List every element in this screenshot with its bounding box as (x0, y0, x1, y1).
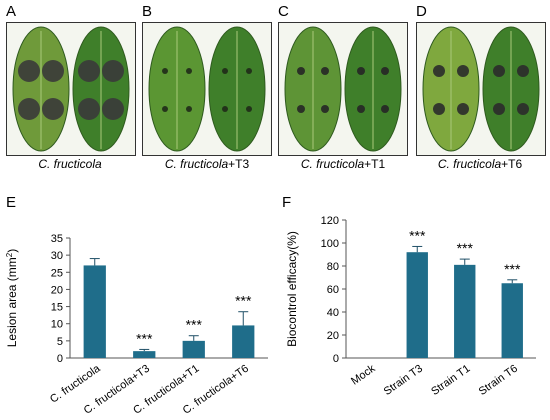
leaf-lesion (457, 103, 469, 115)
leaf-lesion (381, 105, 389, 113)
bar (133, 351, 156, 358)
panel-label-f: F (282, 194, 292, 211)
leaf-lesion (222, 106, 228, 112)
leaf-lesion (517, 65, 529, 77)
leaf-lesion (457, 65, 469, 77)
leaf-drawing (422, 26, 540, 152)
leaf-lesion (433, 103, 445, 115)
y-tick-label: 25 (51, 267, 63, 279)
y-axis-label: Lesion area (mm2) (5, 249, 20, 348)
leaf-lesion (297, 67, 305, 75)
leaf-photo-panel-a (6, 22, 136, 156)
caption-d-suffix: +T6 (501, 157, 523, 171)
significance-label: *** (186, 317, 203, 333)
significance-label: *** (235, 293, 252, 309)
category-label: Mock (349, 362, 378, 387)
significance-label: *** (136, 330, 153, 346)
leaf-lesion (18, 60, 40, 82)
category-label: Strain T1 (429, 363, 472, 398)
leaf-lesion (297, 105, 305, 113)
bar (406, 252, 428, 358)
caption-a-species: C. fructicola (38, 157, 102, 171)
bar (454, 264, 476, 358)
bar (232, 325, 255, 358)
leaf-photo-panel-c (278, 22, 408, 156)
y-axis-label: Biocontrol efficacy(%) (285, 231, 299, 347)
caption-c-species: C. fructicola (300, 157, 365, 171)
leaf-lesion (433, 65, 445, 77)
bar (182, 340, 205, 358)
leaf-lesion (321, 67, 329, 75)
y-axis-label-superscript: 2 (5, 252, 14, 257)
leaf-drawing (148, 26, 266, 152)
panel-label-e: E (6, 194, 17, 211)
caption-c: C. fructicola+T1 (273, 157, 413, 171)
leaf-lesion (493, 65, 505, 77)
y-tick-label: 100 (321, 238, 339, 250)
leaf-lesion (222, 68, 228, 74)
caption-a: C. fructicola (0, 157, 140, 171)
significance-label: *** (504, 261, 521, 277)
leaf-lesion (186, 106, 192, 112)
y-tick-label: 60 (327, 284, 339, 296)
leaf-lesion (246, 68, 252, 74)
bar (501, 283, 523, 358)
panel-label-d: D (416, 3, 427, 20)
y-tick-label: 40 (327, 307, 339, 319)
y-tick-label: 0 (57, 353, 63, 365)
leaf-lesion (18, 98, 40, 120)
category-label: Strain T6 (477, 363, 520, 398)
leaf-lesion (78, 98, 100, 120)
bar (83, 265, 106, 358)
leaf-lesion (381, 67, 389, 75)
biocontrol-efficacy-chart: 0 20 40 60 80 100 120 Biocontrol efficacy(%) Moc… (285, 215, 536, 398)
caption-d-species: C. fructicola (437, 157, 502, 171)
leaf-lesion (162, 106, 168, 112)
y-tick-label: 30 (51, 250, 63, 262)
y-tick-label: 20 (327, 330, 339, 342)
y-axis-label-text: Biocontrol efficacy(%) (285, 231, 299, 347)
leaf-lesion (162, 68, 168, 74)
leaf-lesion (517, 103, 529, 115)
leaf-photo-panel-b (142, 22, 272, 156)
panel-label-c: C (278, 3, 289, 20)
leaf-lesion (42, 98, 64, 120)
leaf-drawing (12, 26, 130, 152)
y-tick-label: 5 (57, 336, 63, 348)
panel-label-b: B (142, 3, 153, 20)
caption-b: C. fructicola+T3 (137, 157, 277, 171)
y-tick-label: 80 (327, 261, 339, 273)
leaf-lesion (102, 60, 124, 82)
y-axis-label-text: Lesion area (mm (5, 257, 19, 347)
leaf-lesion (357, 105, 365, 113)
leaf-lesion (357, 67, 365, 75)
leaf-lesion (42, 60, 64, 82)
y-tick-label: 120 (321, 215, 339, 227)
significance-label: *** (457, 240, 474, 256)
leaf-lesion (321, 105, 329, 113)
category-label: Strain T3 (382, 363, 425, 398)
caption-d: C. fructicola+T6 (410, 157, 550, 171)
caption-b-suffix: +T3 (228, 157, 250, 171)
leaf-lesion (78, 60, 100, 82)
leaf-lesion (186, 68, 192, 74)
y-tick-label: 0 (333, 353, 339, 365)
caption-b-species: C. fructicola (164, 157, 229, 171)
leaf-lesion (102, 98, 124, 120)
panel-label-a: A (6, 3, 17, 20)
y-tick-label: 20 (51, 284, 63, 296)
y-tick-label: 15 (51, 302, 63, 314)
caption-c-suffix: +T1 (364, 157, 386, 171)
y-axis-label-end: ) (5, 249, 19, 253)
leaf-drawing (284, 26, 402, 152)
leaf-photo-panel-d (416, 22, 546, 156)
y-tick-label: 10 (51, 319, 63, 331)
y-tick-label: 35 (51, 233, 63, 245)
leaf-lesion (246, 106, 252, 112)
significance-label: *** (409, 227, 426, 243)
leaf-lesion (493, 103, 505, 115)
